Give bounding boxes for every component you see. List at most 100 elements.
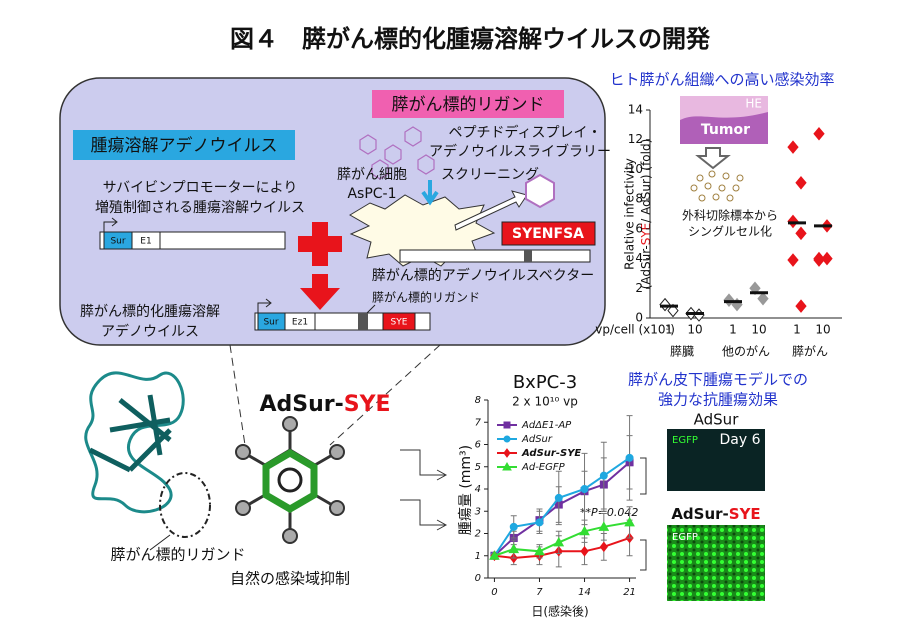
marker: [534, 545, 545, 556]
legend-label: AdSur: [521, 434, 553, 445]
construct-part: [358, 313, 368, 330]
marker: [787, 253, 799, 267]
title: 図４ 膵がん標的化腫瘍溶解ウイルスの開発: [230, 25, 711, 53]
virus-name: AdSur-SYE: [259, 392, 390, 417]
marker: [795, 299, 807, 313]
arrows: [400, 449, 448, 531]
result: 膵がん標的化腫瘍溶解: [80, 303, 220, 320]
x-label: 日(感染後): [531, 604, 588, 619]
y-label-part: (AdSur-: [639, 245, 653, 289]
peptide-box: [501, 221, 596, 246]
y-tick-label: 14: [628, 103, 643, 117]
marker: [599, 541, 608, 553]
legend-label: AdSur-SYE: [521, 448, 581, 459]
note: シングルセル化: [688, 225, 772, 239]
dose-label: 1: [793, 323, 801, 337]
plus: [298, 222, 342, 266]
marker: [509, 522, 518, 531]
library: ペプチドディスプレイ・: [448, 124, 601, 141]
vector: 膵がん標的アデノウイルスベクター: [372, 267, 594, 284]
y-tick-label: 12: [628, 132, 643, 146]
marker: [535, 518, 544, 527]
image-title-part: AdSur-: [671, 505, 728, 523]
image-tag: Day 6: [719, 432, 760, 448]
marker: [508, 543, 520, 554]
construct-part: [131, 231, 161, 250]
marker: [579, 525, 590, 536]
screen-arrow: [421, 180, 439, 206]
group-label: 膵臓: [670, 345, 694, 359]
construct-label: Sur: [263, 318, 278, 328]
screening: スクリーニング: [441, 167, 539, 183]
result: アデノウイルス: [101, 323, 199, 340]
marker: [599, 471, 608, 480]
construct-label: Ez1: [292, 318, 308, 328]
images-title: 膵がん皮下腫瘍モデルでの: [628, 371, 808, 389]
oncolytic-label: 腫瘍溶解アデノウイルス: [91, 135, 278, 156]
ligand-label: 膵がん標的リガンド: [392, 95, 545, 115]
dose-label: 1: [729, 323, 737, 337]
y-label-part: / AdSur) (fold): [639, 139, 653, 223]
y-tick-label: 10: [628, 162, 643, 176]
line-subtitle: 2 x 10¹⁰ vp: [512, 395, 578, 409]
legend-marker: [503, 421, 511, 429]
x-label: vp/cell (x10³): [595, 323, 675, 337]
p-value: **P=0.042: [580, 506, 638, 519]
bracket: [640, 457, 647, 571]
marker: [749, 281, 761, 296]
zoom-line: [229, 344, 441, 446]
image-title: AdSur: [694, 411, 740, 429]
virus-name-part: AdSur-: [259, 392, 343, 417]
construct-part: [382, 312, 416, 331]
desc: 増殖制御される腫瘍溶解ウイルス: [95, 199, 305, 216]
line-title: BxPC-3: [513, 372, 577, 393]
construct-label: E1: [140, 237, 151, 247]
y-label: 腫瘍量 (mm³): [457, 445, 474, 535]
images-title: 強力な抗腫瘍効果: [658, 391, 778, 409]
vector-bar: [399, 249, 591, 263]
fluorescence-image: [667, 525, 765, 601]
legend-marker: [503, 448, 511, 458]
image-tag: EGFP: [672, 435, 698, 446]
pointer: [149, 534, 171, 551]
protein-structure: [84, 371, 185, 514]
construct-label: Sur: [110, 237, 125, 247]
note: 外科切除標本から: [682, 208, 778, 223]
desc: サバイビンプロモーターにより: [103, 180, 298, 196]
y-tick-label: 0: [475, 573, 481, 584]
x-tick-label: 21: [623, 587, 636, 598]
promoter-arrow: [103, 217, 118, 232]
legend-label: AdΔE1-AP: [521, 420, 572, 431]
image-label: Tumor: [701, 122, 750, 138]
y-label: Relative infectivity: [623, 158, 637, 270]
construct-label: SYE: [391, 318, 408, 328]
dose-label: 1: [665, 323, 673, 337]
y-label: (AdSur-SYE/ AdSur) (fold): [639, 139, 653, 290]
y-tick-label: 4: [475, 484, 481, 495]
virus-icon: [235, 416, 345, 544]
marker: [553, 536, 565, 547]
legend-marker: [502, 461, 512, 471]
he-tissue: [680, 112, 768, 144]
marker: [598, 521, 610, 531]
y-tick-label: 8: [475, 395, 481, 406]
y-tick-label: 5: [475, 462, 481, 473]
marker: [554, 493, 563, 502]
cells-dots: [690, 170, 744, 202]
marker: [821, 251, 833, 266]
marker: [667, 303, 679, 318]
select-arrow: [454, 190, 528, 231]
library-viruses: [359, 126, 435, 180]
y-tick-label: 4: [635, 251, 643, 265]
ligand-box: [372, 90, 564, 118]
scatter-title: ヒト膵がん組織への高い感染効率: [609, 71, 834, 89]
marker: [489, 550, 500, 560]
dose-label: 10: [815, 323, 830, 337]
y-tick-label: 2: [475, 529, 481, 540]
fluorescence-image: [667, 429, 765, 491]
y-tick-label: 0: [635, 311, 643, 325]
y-tick-label: 2: [635, 281, 643, 295]
image-title: AdSur-SYE: [671, 505, 760, 523]
y-tick-label: 6: [475, 440, 481, 451]
